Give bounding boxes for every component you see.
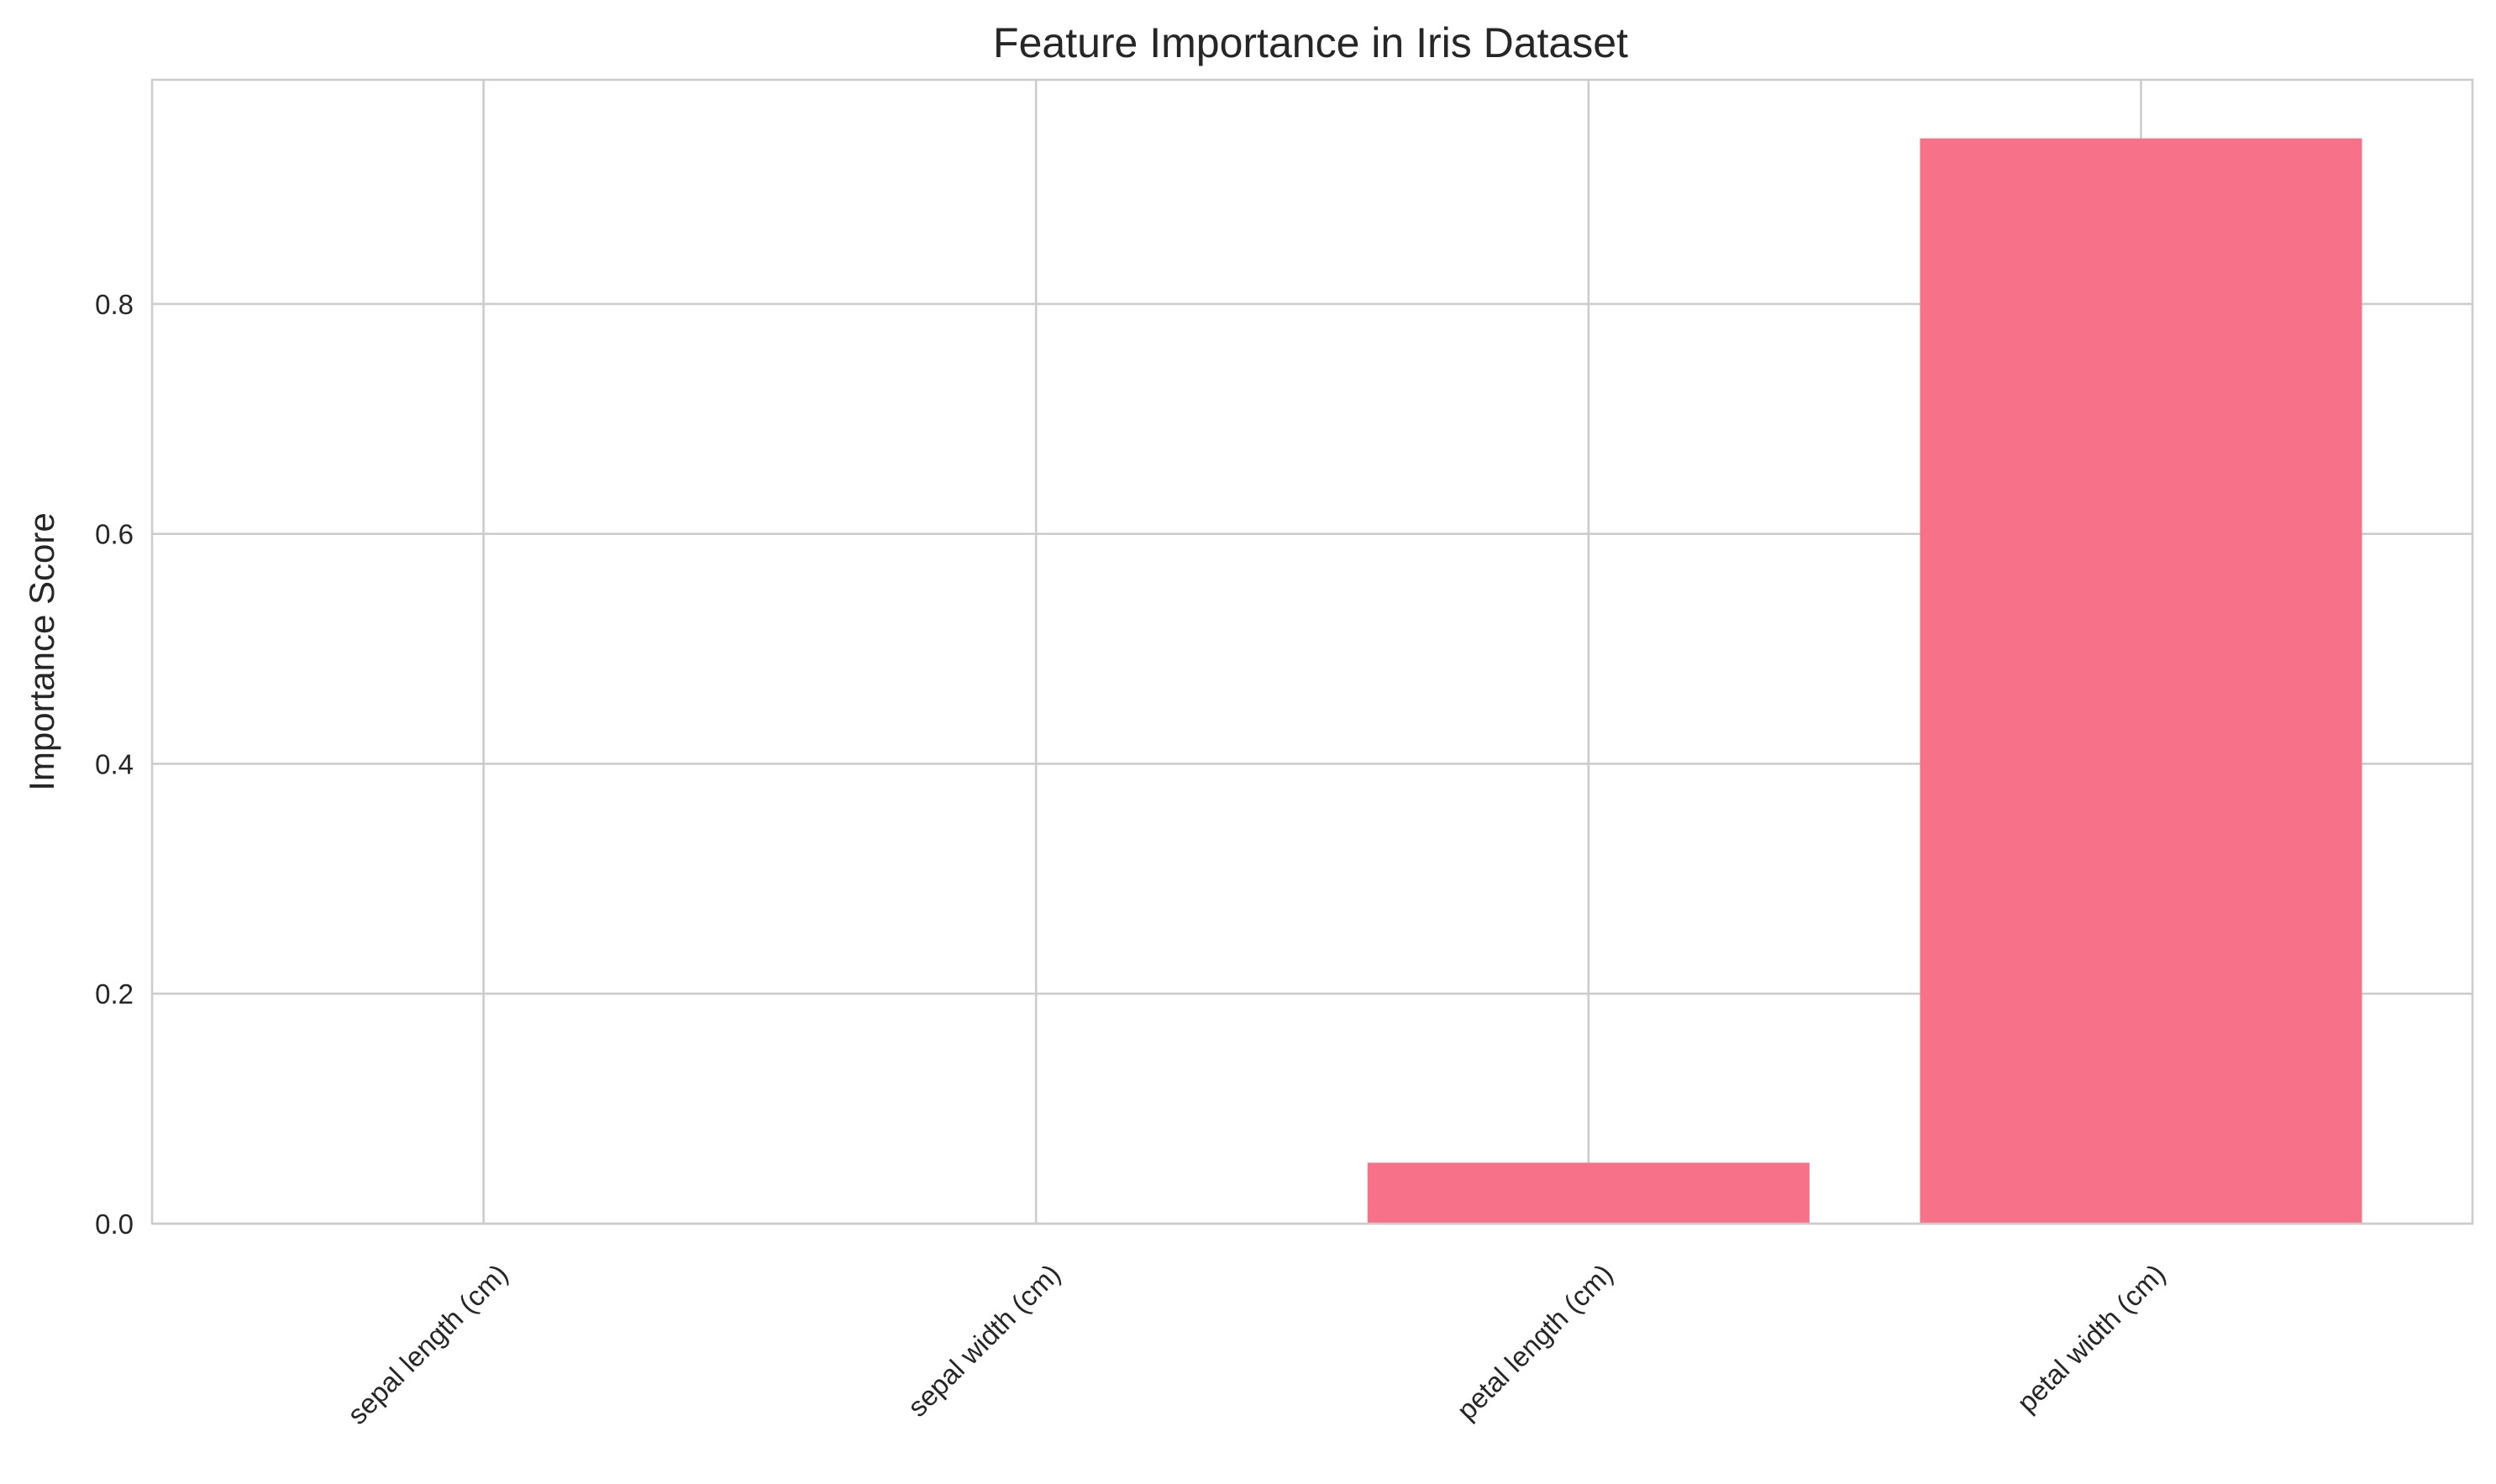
y-tick-label: 0.2 — [95, 978, 134, 1009]
bar — [1920, 138, 2362, 1224]
y-tick-label: 0.0 — [95, 1209, 134, 1240]
y-axis-ticks: 0.0 0.2 0.4 0.6 0.8 — [95, 289, 134, 1240]
y-tick-label: 0.8 — [95, 289, 134, 320]
bar — [1367, 1162, 1810, 1224]
bars — [1367, 138, 2362, 1224]
plot-frame — [150, 78, 2474, 1225]
chart-title: Feature Importance in Iris Dataset — [993, 19, 1628, 66]
y-tick-label: 0.6 — [95, 519, 134, 550]
y-axis-label: Importance Score — [22, 512, 61, 791]
y-tick-label: 0.4 — [95, 748, 134, 779]
